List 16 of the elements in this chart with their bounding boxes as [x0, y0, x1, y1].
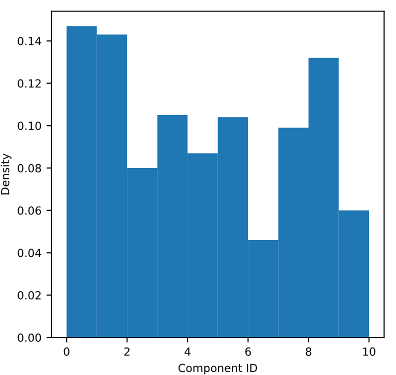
y-axis-title: Density: [0, 154, 12, 194]
y-tick-label: 0.02: [18, 291, 41, 300]
x-tick-label: 2: [124, 347, 130, 356]
y-tick-label: 0.14: [18, 36, 42, 46]
y-tick-label: 0.04: [18, 248, 42, 258]
x-tick-label: 10: [363, 347, 376, 356]
x-axis-title: Component ID: [178, 364, 258, 374]
x-tick-label: 4: [184, 348, 190, 356]
x-tick-label: 0: [64, 347, 70, 356]
y-tick-label: 0.08: [18, 164, 41, 172]
y-tick-label: 0.06: [18, 206, 42, 215]
y-tick-label: 0.10: [18, 122, 42, 130]
y-tick-label: 0.00: [18, 333, 42, 342]
y-tick-label: 0.12: [18, 79, 41, 88]
x-tick-label: 8: [306, 347, 312, 356]
x-tick-label: 6: [245, 347, 251, 356]
